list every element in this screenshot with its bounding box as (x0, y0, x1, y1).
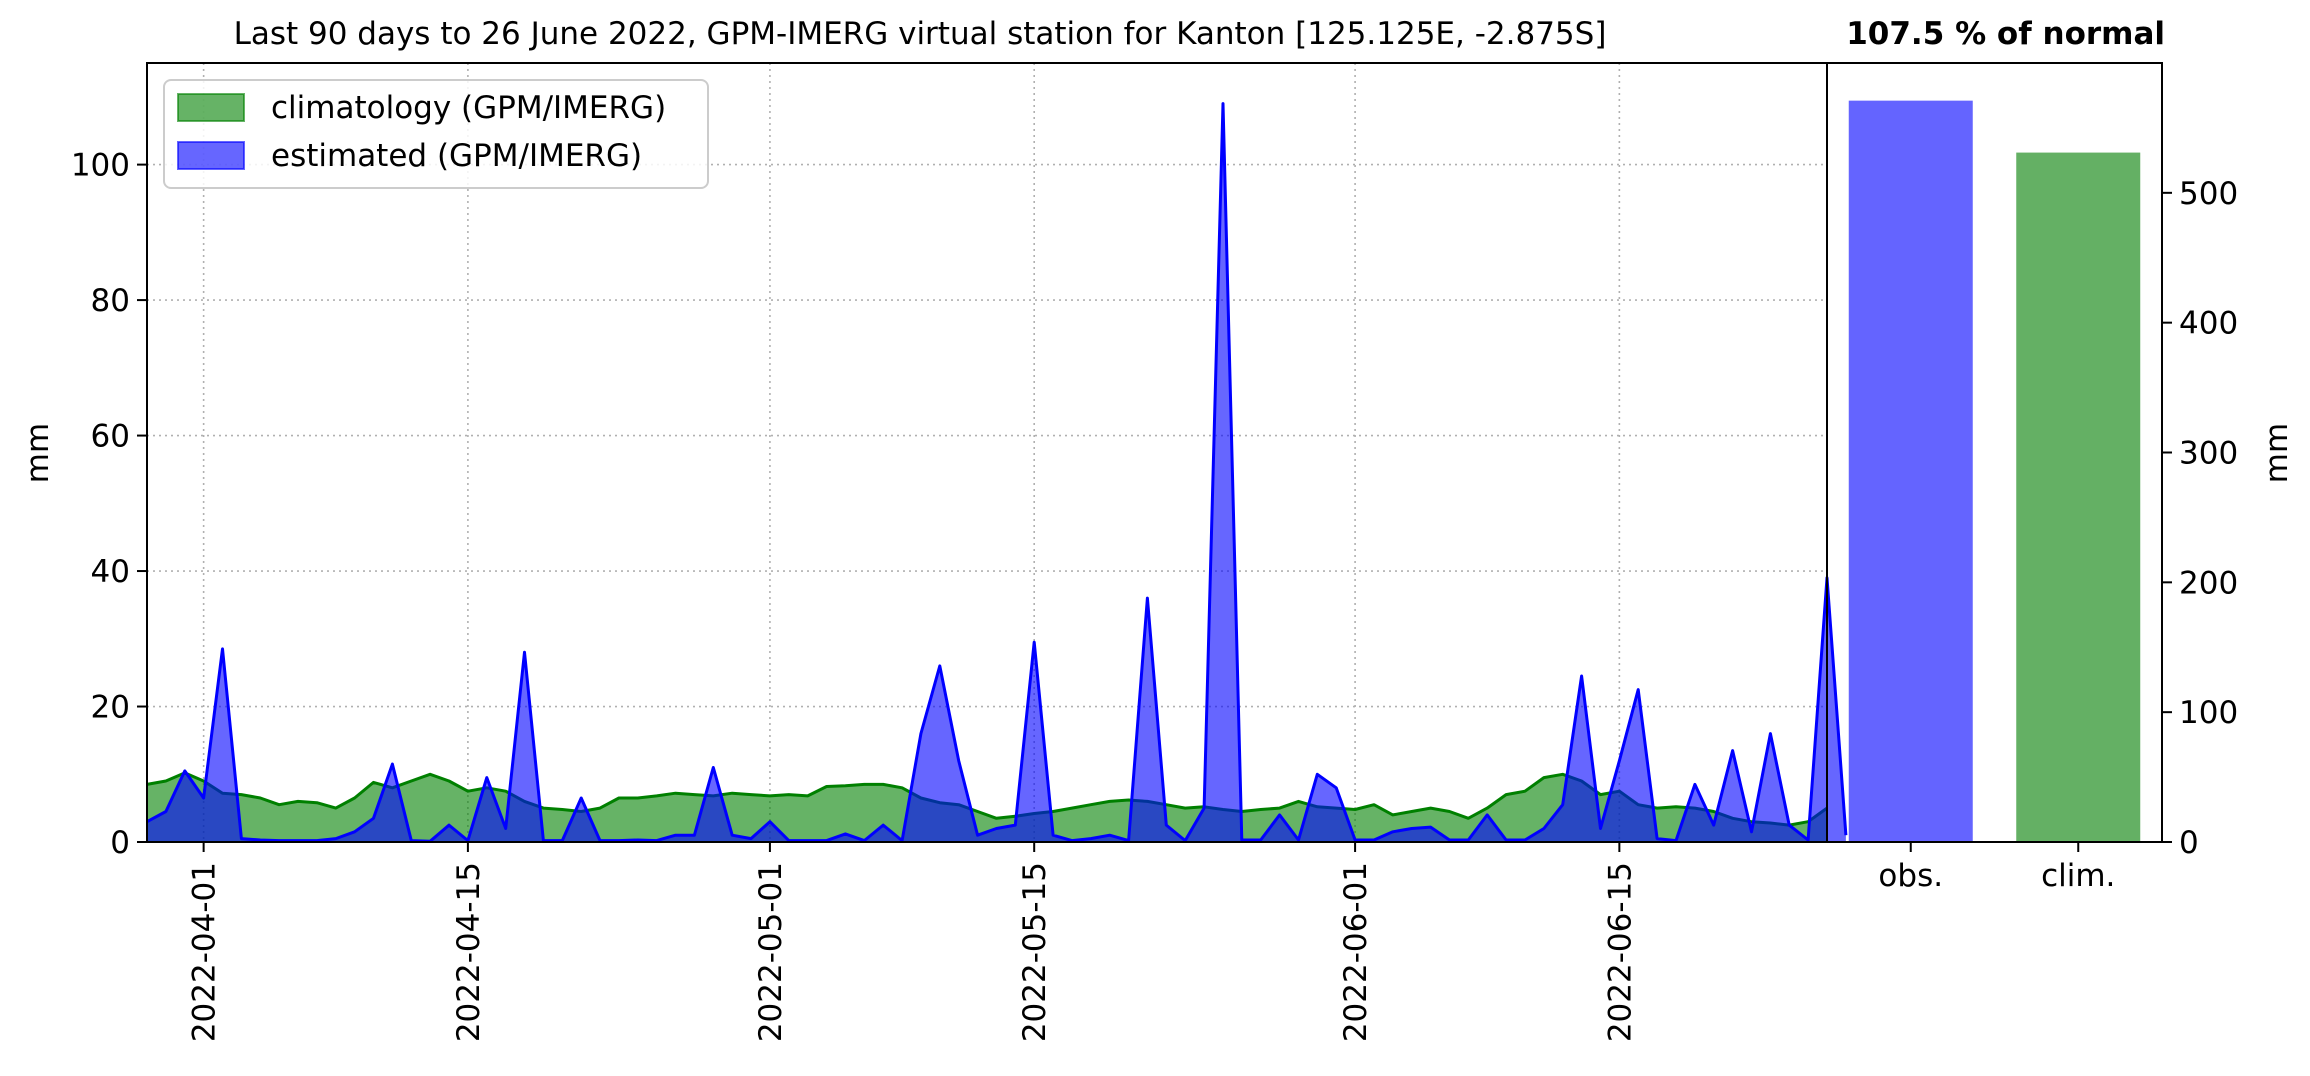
legend-label-climatology: climatology (GPM/IMERG) (271, 90, 666, 126)
totals-bars (1848, 100, 2141, 842)
y-tick-label: 100 (71, 148, 130, 184)
main-series (146, 102, 1848, 843)
bar-y-tick-label: 300 (2179, 436, 2238, 472)
y-tick-label: 40 (91, 554, 130, 590)
bar-y-tick-label: 200 (2179, 565, 2238, 601)
bar-obs (1848, 100, 1973, 842)
legend-swatch-climatology (177, 93, 245, 122)
totals-y-axis: 0 100 200 300 400 500 (2162, 176, 2238, 861)
climatology-area-line (146, 771, 1828, 827)
bar-y-tick-label: 400 (2179, 306, 2238, 342)
x-tick-label: 2022-05-01 (753, 862, 789, 1042)
climatology-area-fill (147, 772, 1827, 842)
y-tick-label: 20 (91, 690, 130, 726)
bar-clim (2016, 152, 2141, 842)
x-tick-label: 2022-04-15 (451, 862, 487, 1042)
totals-y-axis-label: mm (2259, 423, 2295, 483)
legend-label-estimated: estimated (GPM/IMERG) (271, 138, 642, 174)
bar-y-tick-label: 500 (2179, 176, 2238, 212)
y-tick-label: 80 (91, 283, 130, 319)
estimated-area-fill (147, 103, 1846, 843)
estimated-area-line (146, 102, 1848, 843)
main-panel: Last 90 days to 26 June 2022, GPM-IMERG … (20, 16, 1848, 1042)
totals-x-axis: obs. clim. (1878, 842, 2115, 894)
main-legend: climatology (GPM/IMERG) estimated (GPM/I… (163, 79, 709, 189)
totals-panel: 107.5 % of normal 0 100 200 300 400 500 obs. c… (1826, 16, 2295, 894)
main-chart-title: Last 90 days to 26 June 2022, GPM-IMERG … (234, 16, 1607, 52)
x-tick-label: 2022-05-15 (1017, 862, 1053, 1042)
y-tick-label: 0 (110, 825, 130, 861)
x-tick-label: 2022-04-01 (187, 862, 223, 1042)
bar-category-label: clim. (2041, 858, 2115, 894)
percent-of-normal-title: 107.5 % of normal (1846, 16, 2165, 52)
legend-frame (163, 79, 709, 189)
main-x-axis: 2022-04-01 2022-04-15 2022-05-01 2022-05-15… (187, 842, 1638, 1042)
main-y-axis-label: mm (20, 423, 56, 483)
x-tick-label: 2022-06-01 (1338, 862, 1374, 1042)
bar-y-tick-label: 100 (2179, 695, 2238, 731)
bar-y-tick-label: 0 (2179, 825, 2199, 861)
main-y-axis: 0 20 40 60 80 100 (71, 148, 147, 861)
bar-category-label: obs. (1878, 858, 1943, 894)
legend-swatch-estimated (177, 141, 245, 170)
x-tick-label: 2022-06-15 (1602, 862, 1638, 1042)
y-tick-label: 60 (91, 419, 130, 455)
